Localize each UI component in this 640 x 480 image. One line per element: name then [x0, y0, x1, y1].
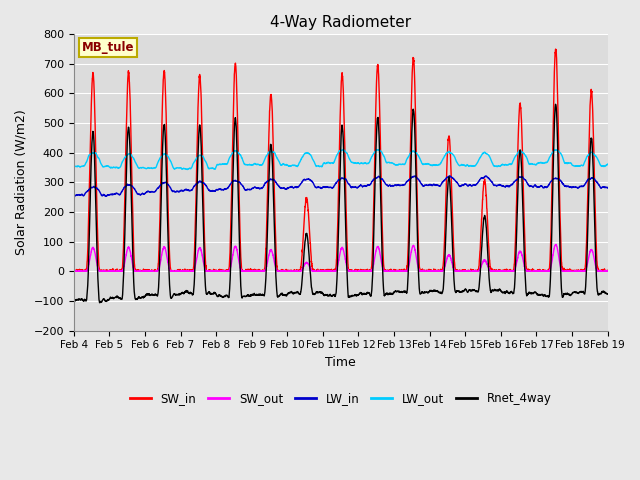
LW_out	[431, 162, 438, 168]
LW_in	[604, 185, 611, 191]
LW_in	[70, 193, 78, 199]
SW_out	[166, 267, 173, 273]
Rnet_4way	[70, 298, 77, 304]
Title: 4-Way Radiometer: 4-Way Radiometer	[270, 15, 412, 30]
X-axis label: Time: Time	[325, 356, 356, 369]
SW_in	[604, 267, 611, 273]
Rnet_4way	[460, 288, 468, 293]
LW_in	[321, 184, 328, 190]
LW_in	[70, 193, 77, 199]
SW_out	[491, 268, 499, 274]
Y-axis label: Solar Radiation (W/m2): Solar Radiation (W/m2)	[15, 109, 28, 255]
SW_in	[460, 267, 468, 273]
SW_in	[604, 268, 611, 274]
LW_out	[491, 164, 499, 169]
Rnet_4way	[96, 300, 104, 306]
Line: SW_in: SW_in	[74, 49, 607, 271]
LW_out	[184, 167, 191, 172]
LW_in	[431, 182, 438, 188]
SW_in	[431, 267, 438, 273]
Line: LW_in: LW_in	[74, 176, 607, 196]
LW_out	[70, 163, 77, 168]
LW_in	[166, 184, 173, 190]
SW_out	[460, 268, 468, 274]
Line: SW_out: SW_out	[74, 244, 607, 271]
SW_out	[431, 268, 438, 274]
Text: MB_tule: MB_tule	[82, 41, 134, 54]
Rnet_4way	[604, 291, 611, 297]
LW_in	[461, 181, 468, 187]
Rnet_4way	[321, 292, 328, 298]
Line: LW_out: LW_out	[74, 150, 607, 169]
LW_in	[604, 184, 611, 190]
SW_in	[166, 258, 173, 264]
SW_in	[70, 268, 77, 274]
LW_out	[604, 162, 611, 168]
SW_in	[552, 47, 559, 52]
LW_out	[339, 147, 346, 153]
SW_out	[321, 268, 328, 274]
Rnet_4way	[552, 101, 559, 107]
LW_out	[461, 162, 468, 168]
LW_out	[604, 161, 611, 167]
Rnet_4way	[491, 287, 499, 292]
Line: Rnet_4way: Rnet_4way	[74, 104, 607, 303]
SW_out	[603, 268, 611, 274]
LW_in	[446, 173, 454, 179]
Rnet_4way	[604, 291, 611, 297]
LW_out	[321, 160, 328, 166]
Legend: SW_in, SW_out, LW_in, LW_out, Rnet_4way: SW_in, SW_out, LW_in, LW_out, Rnet_4way	[125, 387, 556, 409]
LW_out	[166, 156, 173, 162]
LW_in	[491, 182, 499, 188]
SW_out	[552, 241, 560, 247]
SW_in	[321, 268, 328, 274]
SW_in	[491, 267, 499, 273]
SW_in	[70, 267, 77, 273]
Rnet_4way	[431, 288, 438, 294]
SW_out	[604, 268, 611, 274]
SW_out	[70, 268, 77, 274]
Rnet_4way	[166, 286, 173, 292]
